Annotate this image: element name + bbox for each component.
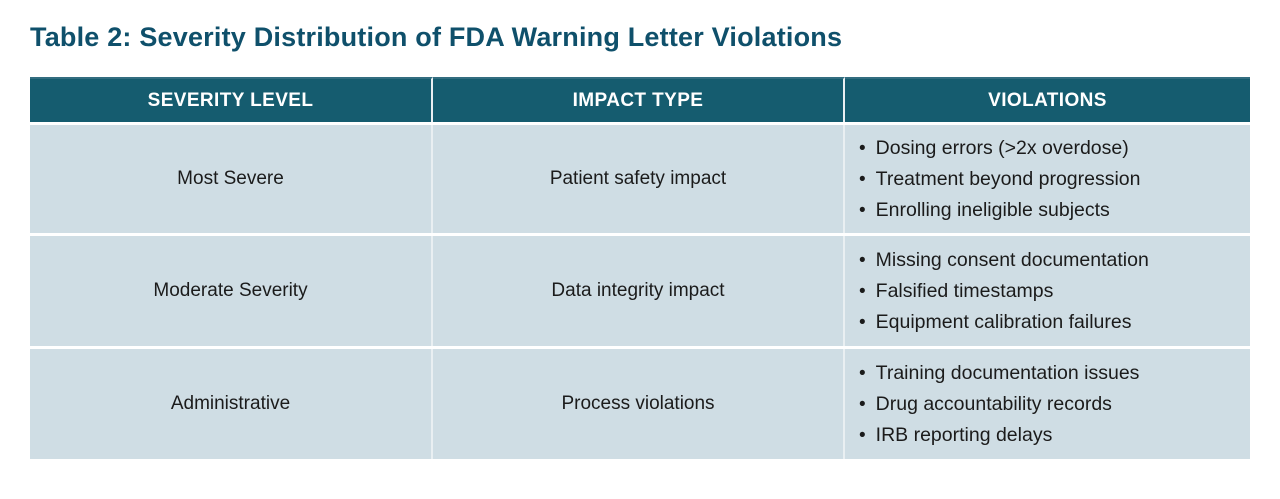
table-row: Administrative Process violations • Trai… [30,349,1250,459]
cell-violations: • Missing consent documentation • Falsif… [845,236,1250,346]
violation-text: Drug accountability records [875,392,1112,415]
violation-text: Treatment beyond progression [875,167,1141,190]
violation-item: • Drug accountability records [859,389,1139,420]
violation-text: Falsified timestamps [875,279,1054,302]
violation-item: • Equipment calibration failures [859,307,1149,338]
bullet-icon: • [859,393,866,415]
cell-severity-level: Administrative [30,349,433,459]
violation-text: Enrolling ineligible subjects [875,198,1110,221]
violation-list: • Missing consent documentation • Falsif… [859,245,1149,338]
cell-violations: • Dosing errors (>2x overdose) • Treatme… [845,125,1250,233]
bullet-icon: • [859,362,866,384]
table-row: Most Severe Patient safety impact • Dosi… [30,125,1250,233]
bullet-icon: • [859,424,866,446]
violation-list: • Dosing errors (>2x overdose) • Treatme… [859,133,1141,226]
cell-severity-level: Moderate Severity [30,236,433,346]
violations-table: SEVERITY LEVEL IMPACT TYPE VIOLATIONS Mo… [30,77,1250,462]
bullet-icon: • [859,249,866,271]
violation-item: • Missing consent documentation [859,245,1149,276]
column-header-severity-level: SEVERITY LEVEL [30,77,433,122]
bullet-icon: • [859,137,866,159]
table-row: Moderate Severity Data integrity impact … [30,236,1250,346]
violation-item: • Dosing errors (>2x overdose) [859,133,1141,164]
page-title: Table 2: Severity Distribution of FDA Wa… [30,22,843,52]
cell-impact-type: Data integrity impact [433,236,845,346]
violation-item: • Treatment beyond progression [859,164,1141,195]
table-header-row: SEVERITY LEVEL IMPACT TYPE VIOLATIONS [30,77,1250,122]
cell-violations: • Training documentation issues • Drug a… [845,349,1250,459]
bullet-icon: • [859,199,866,221]
column-header-violations: VIOLATIONS [845,77,1250,122]
cell-severity-level: Most Severe [30,125,433,233]
cell-impact-type: Patient safety impact [433,125,845,233]
violation-text: Equipment calibration failures [875,310,1132,333]
bullet-icon: • [859,168,866,190]
violation-list: • Training documentation issues • Drug a… [859,358,1139,451]
bullet-icon: • [859,311,866,333]
bullet-icon: • [859,280,866,302]
violation-item: • Falsified timestamps [859,276,1149,307]
violation-text: Dosing errors (>2x overdose) [875,136,1129,159]
violation-text: IRB reporting delays [875,423,1053,446]
violation-item: • Training documentation issues [859,358,1139,389]
violation-item: • IRB reporting delays [859,420,1139,451]
column-header-impact-type: IMPACT TYPE [433,77,845,122]
cell-impact-type: Process violations [433,349,845,459]
violation-item: • Enrolling ineligible subjects [859,195,1141,226]
violation-text: Training documentation issues [875,361,1140,384]
violation-text: Missing consent documentation [875,248,1149,271]
